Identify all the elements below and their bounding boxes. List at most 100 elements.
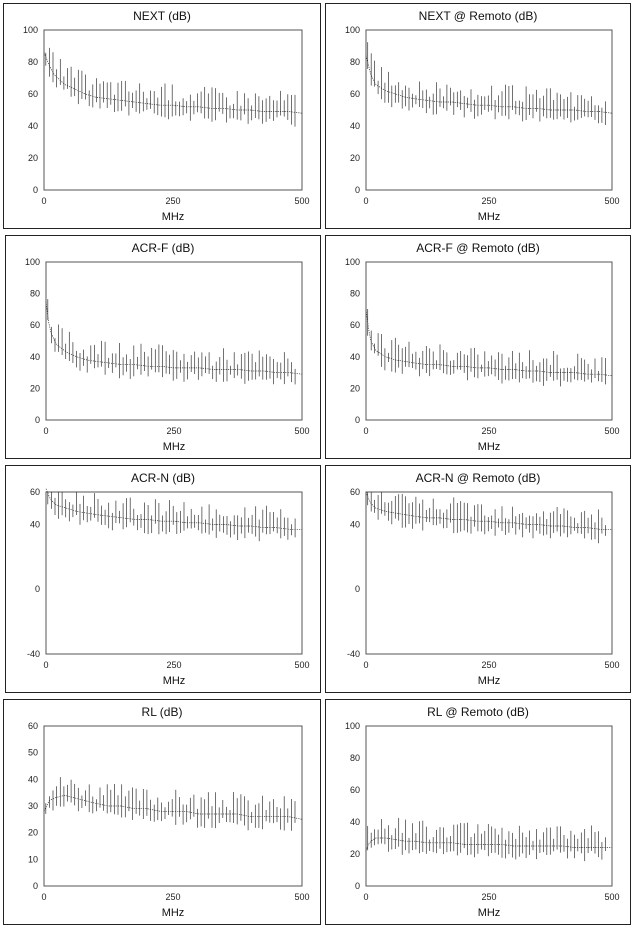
chart-title: NEXT (dB)	[133, 9, 191, 23]
y-tick-label: 40	[350, 817, 360, 827]
series-line	[365, 491, 612, 530]
y-tick-label: 10	[28, 854, 38, 864]
y-tick-label: 100	[345, 721, 360, 731]
y-tick-label: 50	[28, 748, 38, 758]
y-tick-label: 0	[35, 415, 40, 425]
chart-panel-rl-remote: RL @ Remoto (dB) 0 20 40 60 80 100 0 250 500 MHz	[325, 699, 631, 925]
y-tick-label: 20	[350, 849, 360, 859]
series-line	[365, 837, 612, 851]
y-tick-label: 0	[355, 584, 360, 594]
series-line	[365, 309, 613, 377]
y-tick-label: 60	[350, 487, 360, 497]
y-tick-label: 60	[28, 89, 38, 99]
chart-title: RL (dB)	[142, 705, 183, 719]
y-tick-label: -40	[347, 649, 360, 659]
plot-area	[45, 491, 303, 655]
y-tick-label: 80	[30, 289, 40, 299]
y-tick-label: 80	[350, 753, 360, 763]
x-axis-label: MHz	[163, 441, 186, 453]
y-tick-label: 20	[350, 383, 360, 393]
y-tick-label: 60	[28, 721, 38, 731]
x-axis-label: MHz	[478, 907, 501, 919]
chart-svg-acrf-remote: ACR-F @ Remoto (dB) 0 20 40 60 80 100 0 250 500 MH…	[345, 241, 620, 453]
y-tick-label: 60	[30, 320, 40, 330]
y-tick-label: 0	[33, 881, 38, 891]
x-tick-label: 500	[604, 892, 619, 902]
plot-area	[45, 261, 303, 421]
chart-panel-rl: RL (dB) 0 10 20 30 40 50 60 0 250 500 MHz	[3, 699, 321, 925]
chart-panel-acrn-remote: ACR-N @ Remoto (dB) -40 0 40 60 0 250 500 MHz	[325, 465, 631, 693]
x-tick-label: 0	[363, 892, 368, 902]
y-tick-label: 20	[30, 383, 40, 393]
plot-area	[365, 725, 613, 887]
chart-svg-rl: RL (dB) 0 10 20 30 40 50 60 0 250 500 MHz	[28, 705, 310, 919]
y-tick-label: 40	[30, 519, 40, 529]
plot-area	[43, 29, 303, 191]
y-tick-label: 0	[355, 881, 360, 891]
chart-title: ACR-F @ Remoto (dB)	[416, 241, 540, 255]
chart-svg-next-remote: NEXT @ Remoto (dB) 0 20 40 60 80 100 0 250 500 MHz	[345, 9, 620, 223]
chart-title: NEXT @ Remoto (dB)	[419, 9, 538, 23]
y-tick-label: 0	[355, 185, 360, 195]
x-tick-label: 250	[165, 196, 180, 206]
x-tick-label: 0	[41, 196, 46, 206]
x-tick-label: 0	[41, 892, 46, 902]
chart-title: ACR-F (dB)	[132, 241, 195, 255]
plot-area	[365, 491, 613, 655]
plot-area	[365, 261, 613, 421]
y-tick-label: 0	[355, 415, 360, 425]
x-tick-label: 250	[481, 196, 496, 206]
x-axis-label: MHz	[162, 907, 185, 919]
series-line	[45, 301, 303, 375]
y-tick-label: 20	[28, 153, 38, 163]
x-tick-label: 500	[294, 892, 309, 902]
y-tick-label: 60	[350, 785, 360, 795]
y-tick-label: 100	[345, 25, 360, 35]
y-tick-label: 0	[35, 584, 40, 594]
x-tick-label: 250	[166, 660, 181, 670]
x-tick-label: 250	[481, 892, 496, 902]
chart-svg-rl-remote: RL @ Remoto (dB) 0 20 40 60 80 100 0 250 500 MHz	[345, 705, 620, 919]
x-tick-label: 250	[166, 426, 181, 436]
series-line	[365, 55, 613, 114]
chart-title: RL @ Remoto (dB)	[427, 705, 529, 719]
y-tick-label: 60	[30, 487, 40, 497]
x-tick-label: 250	[165, 892, 180, 902]
chart-svg-next: NEXT (dB) 0 20 40 60 80 100 0 250 500 MHz	[23, 9, 310, 223]
y-tick-label: 60	[350, 89, 360, 99]
chart-title: ACR-N (dB)	[131, 471, 195, 485]
y-tick-label: 100	[25, 257, 40, 267]
x-tick-label: 500	[604, 196, 619, 206]
x-axis-label: MHz	[162, 211, 185, 223]
y-tick-label: 80	[350, 57, 360, 67]
y-tick-label: 40	[350, 519, 360, 529]
x-axis-label: MHz	[478, 211, 501, 223]
x-tick-label: 500	[294, 426, 309, 436]
x-tick-label: 250	[481, 660, 496, 670]
chart-panel-next: NEXT (dB) 0 20 40 60 80 100 0 250 500 MHz	[3, 3, 321, 229]
y-tick-label: 40	[30, 352, 40, 362]
x-tick-label: 500	[604, 426, 619, 436]
y-tick-label: 20	[350, 153, 360, 163]
chart-panel-acrf-remote: ACR-F @ Remoto (dB) 0 20 40 60 80 100 0 250 500 MH…	[325, 235, 631, 459]
chart-panel-acrf: ACR-F (dB) 0 20 40 60 80 100 0 250 500 MHz	[5, 235, 321, 459]
x-axis-label: MHz	[163, 675, 186, 687]
x-axis-label: MHz	[478, 675, 501, 687]
x-tick-label: 0	[43, 426, 48, 436]
y-tick-label: 80	[350, 289, 360, 299]
series-line	[45, 488, 302, 530]
chart-svg-acrf: ACR-F (dB) 0 20 40 60 80 100 0 250 500 MHz	[25, 241, 310, 453]
y-tick-label: 20	[28, 828, 38, 838]
series-line	[43, 52, 303, 114]
x-tick-label: 500	[294, 660, 309, 670]
series-line	[43, 794, 303, 820]
y-tick-label: 0	[33, 185, 38, 195]
y-tick-label: 30	[28, 801, 38, 811]
plot-area	[365, 29, 613, 191]
x-axis-label: MHz	[478, 441, 501, 453]
chart-panel-next-remote: NEXT @ Remoto (dB) 0 20 40 60 80 100 0 250 500 MHz	[325, 3, 631, 229]
y-tick-label: 40	[350, 121, 360, 131]
x-tick-label: 0	[363, 660, 368, 670]
